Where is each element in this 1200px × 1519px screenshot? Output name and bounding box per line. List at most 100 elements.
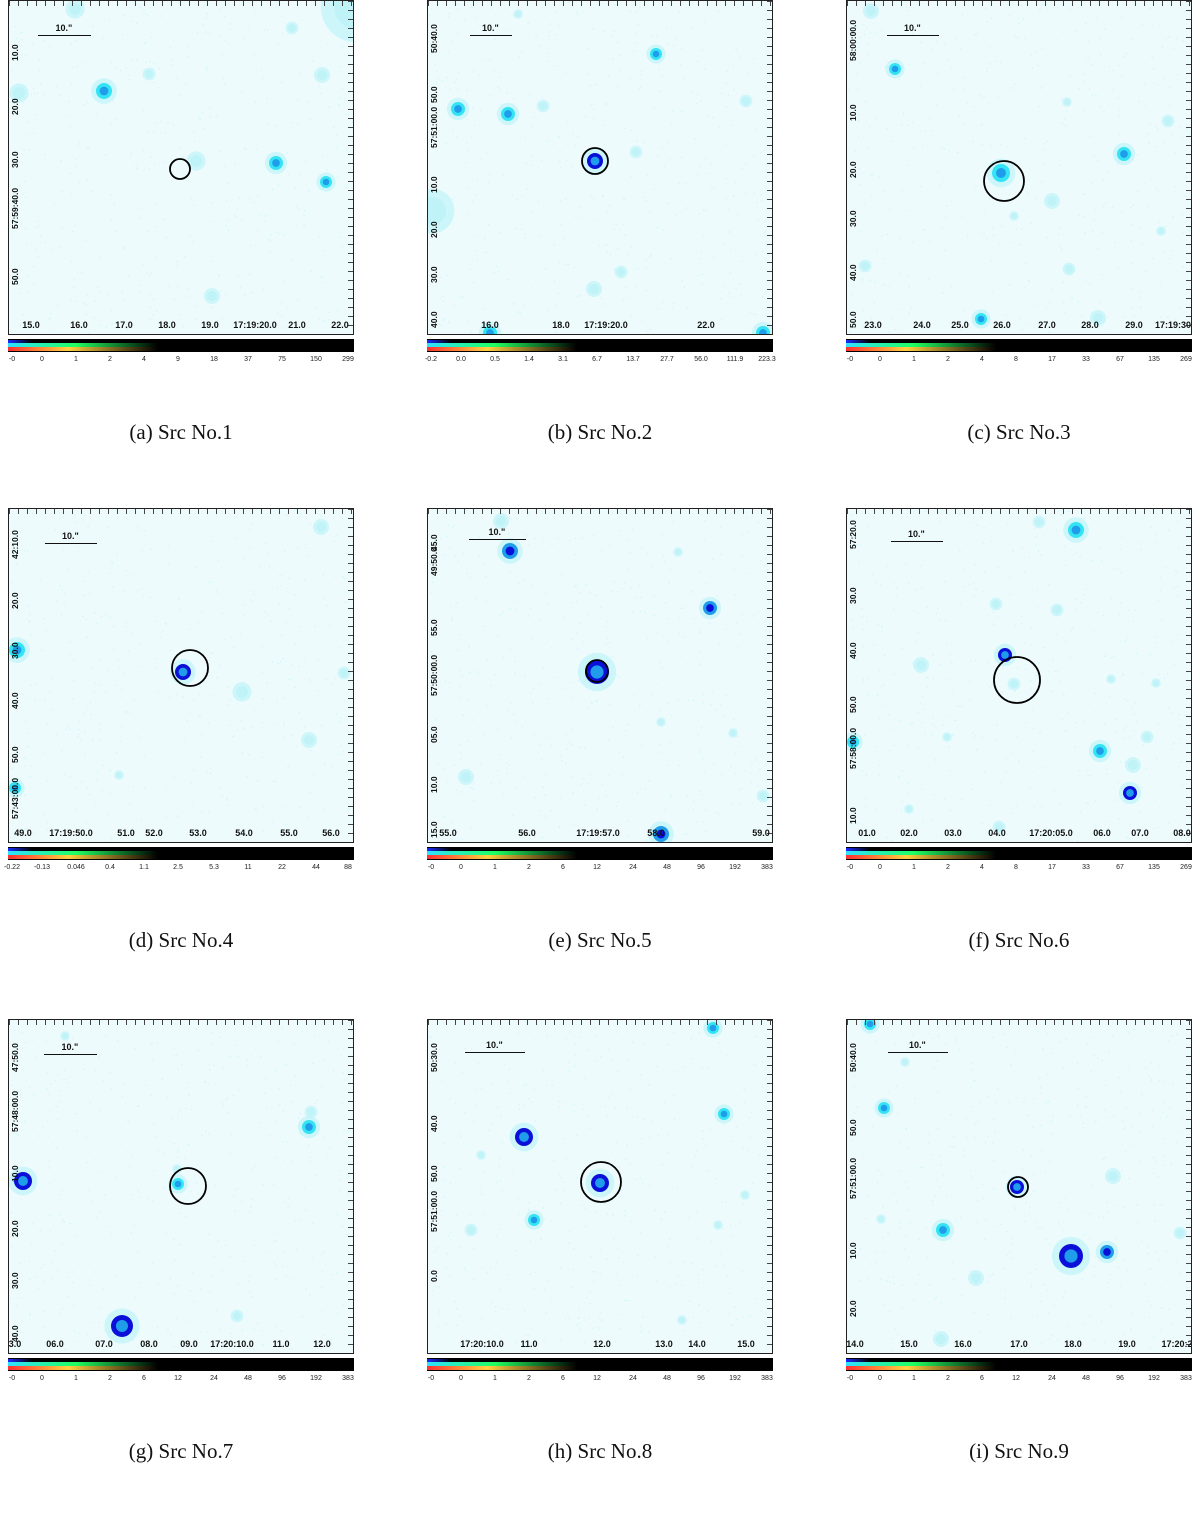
colorbar <box>8 339 354 352</box>
ra-tick-label: 14.0 <box>688 1339 706 1349</box>
sky-image-canvas <box>9 1 353 334</box>
star-core <box>506 547 515 556</box>
colorbar-tick-label: 2 <box>527 1375 531 1382</box>
star-source <box>62 1033 68 1039</box>
colorbar-tick-label: 4 <box>980 864 984 871</box>
panel-caption: (d) Src No.4 <box>8 928 354 953</box>
star-source <box>461 772 471 782</box>
dec-tick-label: 40.0 <box>429 1115 439 1132</box>
star-source <box>742 1192 748 1198</box>
dec-tick-label: 50:30.0 <box>429 1043 439 1072</box>
panel-caption: (e) Src No.5 <box>427 928 773 953</box>
star-source <box>632 148 640 156</box>
star-source <box>1035 518 1043 526</box>
star-core <box>595 1178 605 1188</box>
colorbar-tick-label: 383 <box>1180 1375 1192 1382</box>
star-source <box>1065 265 1073 273</box>
colorbar-tick-label: 5.3 <box>209 864 219 871</box>
sky-image-canvas <box>847 1020 1191 1353</box>
star-source <box>866 6 876 16</box>
dec-tick-label: 57:50:00.0 <box>429 655 439 696</box>
scale-bar <box>887 35 939 36</box>
colorbar-tick-label: 6 <box>561 1375 565 1382</box>
star-source <box>496 516 506 526</box>
star-source <box>316 522 326 532</box>
star-core <box>323 179 330 186</box>
axis-right-ticks <box>767 1020 772 1353</box>
scale-bar-label: 10." <box>489 527 506 537</box>
dec-tick-label: 40.0 <box>848 642 858 659</box>
star-core <box>892 66 899 73</box>
colorbar-tick-label: 75 <box>278 356 286 363</box>
star-core <box>996 168 1006 178</box>
star-core <box>305 1123 313 1131</box>
colorbar-tick-label: 269 <box>1180 864 1192 871</box>
star-source <box>878 1216 884 1222</box>
ra-tick-label: 17:19:20.0 <box>233 320 277 330</box>
star-source <box>307 1108 315 1116</box>
star-core <box>1103 1248 1111 1256</box>
ra-tick-label: 19.0 <box>201 320 219 330</box>
dec-tick-label: 10.0 <box>429 176 439 193</box>
ra-tick-label: 15.0 <box>900 1339 918 1349</box>
scale-bar <box>891 541 943 542</box>
colorbar-tick-label: 269 <box>1180 356 1192 363</box>
colorbar-tick-label: -0 <box>847 1375 853 1382</box>
ra-tick-label: 24.0 <box>913 320 931 330</box>
star-source <box>317 70 327 80</box>
scale-bar <box>469 539 526 540</box>
colorbar-tick-label: 24 <box>629 1375 637 1382</box>
dec-tick-label: 20.0 <box>10 98 20 115</box>
axis-top-ticks <box>847 1 1191 6</box>
colorbar-tick-label: 1 <box>493 1375 497 1382</box>
ra-tick-label: 27.0 <box>1038 320 1056 330</box>
star-source <box>340 669 348 677</box>
ra-tick-label: 56.0 <box>518 828 536 838</box>
colorbar-tick-label: 192 <box>729 1375 741 1382</box>
star-source <box>236 686 248 698</box>
colorbar-tick-label: 0 <box>878 1375 882 1382</box>
colorbar-tick-label: 4 <box>142 356 146 363</box>
star-source <box>902 1059 908 1065</box>
sky-image-canvas <box>428 509 772 842</box>
colorbar-tick-label: 3.1 <box>558 356 568 363</box>
star-core <box>1064 1249 1077 1262</box>
colorbar-tick-label: 0 <box>459 1375 463 1382</box>
ra-tick-label: 18.0 <box>158 320 176 330</box>
axis-top-ticks <box>428 509 772 514</box>
ra-tick-label: 17:20:05.0 <box>1029 828 1073 838</box>
colorbar-tick-label: 4 <box>980 356 984 363</box>
star-source <box>1047 196 1057 206</box>
colorbar-tick-label: 2.5 <box>173 864 183 871</box>
axis-right-ticks <box>767 1 772 334</box>
scale-bar-label: 10." <box>482 23 499 33</box>
star-core <box>100 87 109 96</box>
colorbar-tick-label: -0.13 <box>34 864 50 871</box>
dec-tick-label: 42:10.0 <box>10 530 20 559</box>
star-source <box>730 730 736 736</box>
dec-tick-label: 10.0 <box>848 1242 858 1259</box>
dec-tick-label: 58:00:00.0 <box>848 20 858 61</box>
ra-tick-label: 08.0 <box>140 1339 158 1349</box>
colorbar-tick-label: -0 <box>9 1375 15 1382</box>
colorbar-tick-label: 1 <box>912 864 916 871</box>
ra-tick-label: 18.0 <box>552 320 570 330</box>
dec-tick-label: 50:40.0 <box>848 1043 858 1072</box>
sky-image-canvas <box>847 509 1191 842</box>
star-source <box>944 734 950 740</box>
ra-tick-label: 22.0 <box>697 320 715 330</box>
colorbar-tick-label: 8 <box>1014 864 1018 871</box>
star-core <box>454 105 462 113</box>
star-core <box>721 1111 728 1118</box>
ra-tick-label: 18.0 <box>1064 1339 1082 1349</box>
star-core <box>710 1025 717 1032</box>
dec-tick-label: 57:51:00.0 <box>429 1191 439 1232</box>
